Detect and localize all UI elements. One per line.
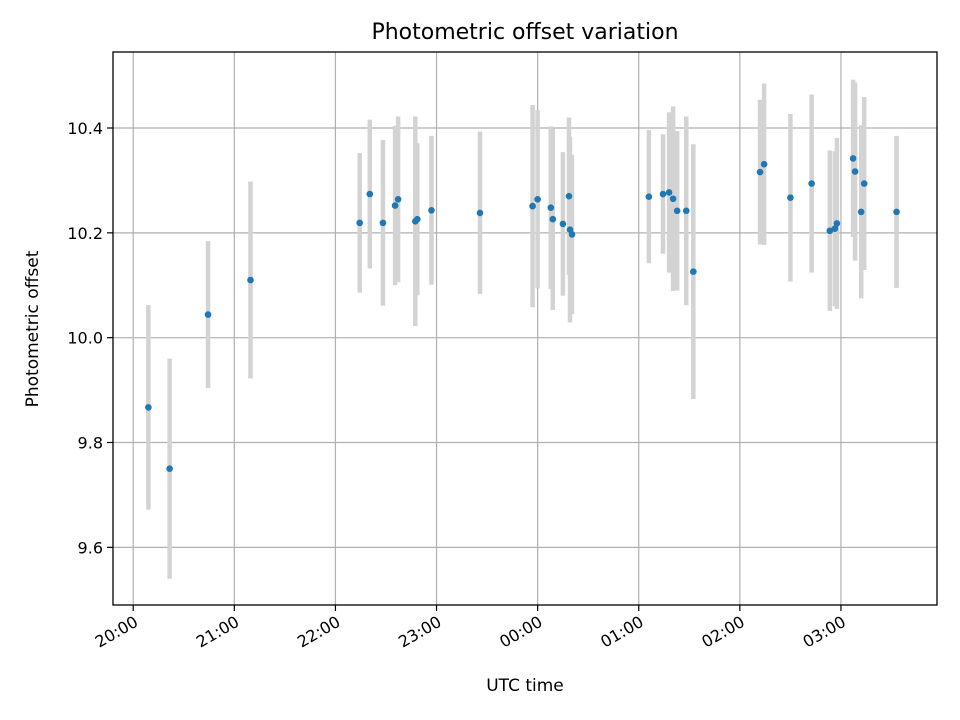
data-point	[690, 268, 697, 275]
data-point	[428, 206, 435, 214]
data-point	[379, 219, 387, 227]
y-tick-label: 9.8	[78, 434, 103, 453]
data-point	[851, 168, 859, 175]
data-point	[534, 195, 541, 203]
data-point	[394, 195, 402, 203]
data-point	[414, 215, 421, 223]
y-axis-label: Photometric offset	[23, 250, 43, 407]
y-tick-label: 10.2	[67, 224, 103, 243]
data-point	[669, 195, 677, 203]
y-tick-label: 9.6	[78, 538, 103, 557]
plot-area-frame	[112, 51, 938, 606]
data-point	[568, 231, 576, 238]
data-point	[366, 190, 374, 198]
data-point	[833, 220, 841, 227]
data-point	[356, 219, 363, 227]
data-point	[849, 155, 857, 162]
data-point	[893, 208, 900, 216]
data-point	[166, 465, 173, 473]
data-points	[145, 155, 900, 473]
data-point	[391, 202, 399, 209]
data-point	[760, 160, 768, 168]
data-point	[529, 202, 536, 210]
data-point	[673, 207, 681, 215]
data-point	[808, 180, 815, 187]
data-point	[831, 225, 839, 232]
y-axis-ticks: 9.6 9.8 10.0 10.2 10.4	[67, 119, 113, 557]
data-point	[247, 276, 254, 284]
data-point	[857, 208, 865, 216]
y-tick-label: 10.4	[67, 119, 103, 138]
data-point	[547, 204, 555, 211]
data-point	[476, 209, 484, 217]
data-point	[682, 207, 690, 215]
data-point	[204, 311, 212, 318]
data-point	[549, 215, 557, 223]
chart-title: Photometric offset variation	[371, 20, 678, 45]
data-point	[559, 220, 567, 228]
data-point	[826, 227, 834, 235]
x-axis-label: UTC time	[486, 676, 564, 696]
data-point	[565, 192, 573, 200]
data-point	[659, 190, 667, 198]
data-point	[145, 404, 152, 411]
data-point	[645, 193, 653, 200]
data-point	[860, 180, 868, 187]
y-tick-label: 10.0	[67, 329, 103, 348]
data-point	[756, 168, 764, 176]
data-point	[665, 189, 673, 196]
data-point	[787, 194, 794, 202]
